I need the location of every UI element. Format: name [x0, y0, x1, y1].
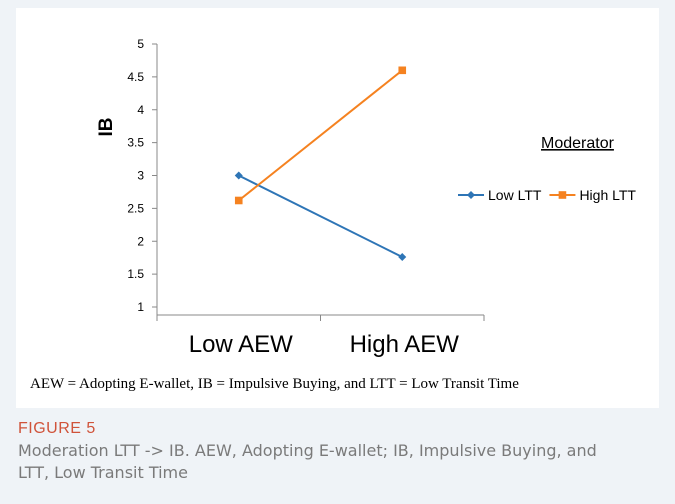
- y-tick-label: 1.5: [127, 267, 144, 281]
- y-tick-label: 3: [137, 169, 144, 183]
- y-tick-label: 2: [137, 234, 144, 248]
- y-tick-label: 4.5: [127, 70, 144, 84]
- legend-title: Moderator: [541, 135, 615, 152]
- figure-label: FIGURE 5: [18, 420, 96, 437]
- y-tick-label: 5: [137, 37, 144, 51]
- figure-panel: [16, 8, 659, 408]
- figure-caption: Moderation LTT -> IB. AEW, Adopting E-wa…: [18, 441, 597, 482]
- series-line-low-ltt: [238, 174, 403, 258]
- series-line-high-ltt: [238, 69, 403, 202]
- axes: 1 1.5 2 2.5 3 3.5 4 4.5 5 Low AEW High AEW: [127, 37, 485, 358]
- data-point-low-ltt: [398, 253, 407, 262]
- legend-label-high-ltt: High LTT: [579, 187, 636, 203]
- data-point-high-ltt: [234, 196, 243, 205]
- legend-marker-low-ltt: [467, 191, 475, 199]
- y-axis-label: IB: [96, 118, 117, 137]
- y-tick-label: 1: [137, 300, 144, 314]
- legend: Low LTT High LTT: [458, 187, 636, 203]
- figure-footnote: AEW = Adopting E-wallet, IB = Impulsive …: [30, 376, 519, 392]
- legend-marker-high-ltt: [558, 191, 567, 199]
- series-layer: [234, 66, 407, 262]
- x-tick-label: Low AEW: [189, 331, 293, 358]
- y-tick-label: 4: [137, 103, 144, 117]
- y-tick-label: 3.5: [127, 136, 144, 150]
- data-point-high-ltt: [398, 66, 407, 75]
- legend-label-low-ltt: Low LTT: [488, 187, 542, 203]
- x-tick-label: High AEW: [350, 331, 460, 358]
- data-point-low-ltt: [234, 171, 243, 180]
- y-tick-label: 2.5: [127, 201, 144, 215]
